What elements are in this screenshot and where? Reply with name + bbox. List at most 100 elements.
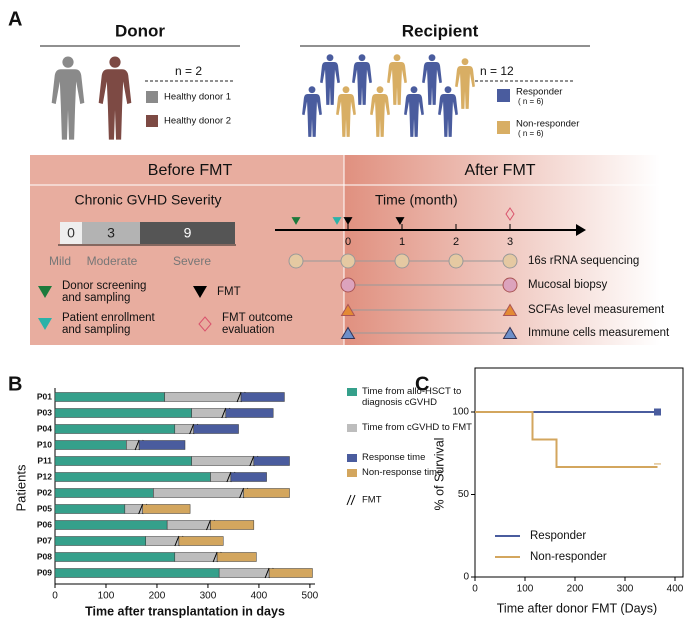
person-head [342, 86, 350, 94]
person-body [302, 94, 322, 137]
person-body [455, 66, 475, 109]
section-title: Donor [115, 21, 165, 40]
person-head [308, 86, 316, 94]
fmt-mark [264, 567, 270, 579]
fmt-mark [236, 391, 242, 403]
legend-swatch [347, 424, 357, 432]
severity-level: Moderate [87, 254, 138, 268]
severity-level: Mild [49, 254, 71, 268]
after-band [344, 155, 660, 345]
before-band [30, 155, 344, 345]
x-tick-label: 500 [302, 591, 319, 602]
panel-label: A [8, 8, 22, 30]
bar-segment [164, 392, 242, 402]
bar-segment [54, 424, 176, 434]
legend-label: Healthy donor 1 [164, 92, 231, 103]
y-tick-label: P01 [37, 391, 52, 401]
severity-score: 3 [107, 225, 115, 241]
measure-point [340, 303, 356, 317]
measure-point [340, 326, 356, 340]
severity-title: Chronic GVHD Severity [74, 192, 221, 208]
y-axis-label: % of Survival [432, 438, 446, 511]
x-tick-label: 400 [667, 584, 684, 595]
measure-point [502, 253, 518, 269]
key-label: Donor screening [62, 280, 146, 292]
bar-segment [153, 488, 244, 498]
bar-segment [191, 456, 255, 466]
person-body [387, 62, 407, 105]
measure-label: 16s rRNA sequencing [528, 255, 639, 267]
fmt-mark [134, 439, 140, 451]
time-tick-label: 3 [507, 236, 513, 248]
legend-label: Non-response time [362, 467, 443, 478]
legend-swatch [347, 388, 357, 396]
y-tick-label: P05 [37, 503, 52, 513]
plot-frame [474, 367, 684, 578]
x-tick-label: 200 [567, 584, 584, 595]
person-body [370, 94, 390, 137]
y-axis-label: Patients [13, 464, 28, 511]
bar-segment [54, 504, 126, 514]
measure-point [502, 326, 518, 340]
measure-point [340, 253, 356, 269]
bar-segment [243, 488, 290, 498]
legend-label: FMT [362, 495, 382, 506]
severity-level: Severe [173, 254, 211, 268]
bar-segment [54, 488, 154, 498]
measure-point [448, 253, 464, 269]
section-title: Recipient [402, 21, 479, 40]
person-head [358, 54, 366, 62]
fmt-mark [206, 519, 211, 531]
fmt-mark [239, 487, 245, 499]
end-marker [654, 408, 661, 416]
x-tick-label: 0 [472, 584, 478, 595]
legend-label: Non-responder [516, 119, 579, 130]
key-label: FMT [217, 286, 241, 298]
bar-segment [54, 536, 146, 546]
y-tick-label: P09 [37, 567, 52, 577]
legend-swatch [146, 115, 158, 127]
fmt-mark [221, 407, 227, 419]
measure-label: Mucosal biopsy [528, 279, 608, 291]
x-tick-label: 300 [200, 591, 217, 602]
y-tick-label: P07 [37, 535, 52, 545]
key-marker [193, 286, 207, 298]
bar-segment [54, 520, 168, 530]
person-body [404, 94, 424, 137]
measure-label: SCFAs level measurement [528, 304, 665, 316]
y-tick-label: 100 [452, 407, 469, 418]
y-tick-label: P10 [37, 439, 52, 449]
fmt-marker [343, 217, 353, 225]
fmt-mark [249, 455, 255, 467]
fmt-mark [350, 494, 356, 506]
timeline-title: Time (month) [375, 192, 458, 208]
x-tick-label: 100 [98, 591, 115, 602]
phase-title: Before FMT [148, 162, 233, 179]
measure-label: Immune cells measurement [528, 327, 670, 339]
fmt-mark [174, 535, 180, 547]
legend-swatch [497, 89, 510, 102]
key-label: Patient enrollment [62, 312, 155, 324]
severity-box [140, 222, 235, 244]
bar-segment [191, 408, 227, 418]
legend-swatch [347, 469, 357, 477]
measure-point [394, 253, 410, 269]
donor-marker [291, 217, 301, 225]
severity-box [60, 222, 82, 244]
bar-segment [54, 456, 192, 466]
fmt-mark [226, 471, 232, 483]
enroll-marker [332, 217, 342, 225]
sample-size: n = 2 [175, 64, 202, 78]
bar-segment [230, 472, 267, 482]
bar-segment [54, 408, 192, 418]
fmt-mark [189, 423, 195, 435]
bar-segment [193, 424, 239, 434]
legend-label: Responder [530, 530, 586, 542]
key-label: FMT outcome [222, 312, 293, 324]
person-head [410, 86, 418, 94]
time-tick-label: 1 [399, 236, 405, 248]
bar-segment [54, 552, 176, 562]
measure-point [288, 253, 304, 269]
bar-segment [174, 552, 218, 562]
bar-segment [142, 504, 191, 514]
